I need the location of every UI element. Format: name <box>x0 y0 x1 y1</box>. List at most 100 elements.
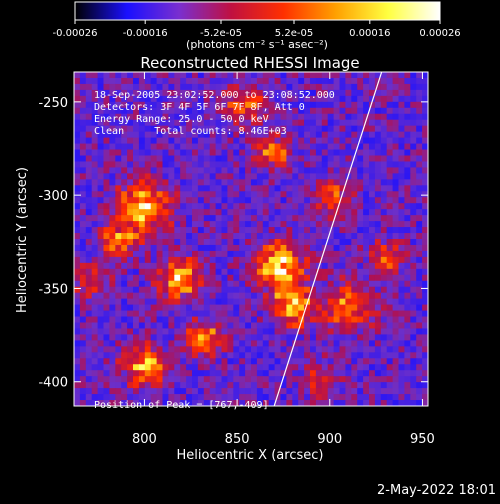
heatmap-cell <box>339 137 346 145</box>
heatmap-cell <box>286 388 293 395</box>
heatmap-cell <box>115 173 122 180</box>
heatmap-cell <box>339 382 346 389</box>
heatmap-cell <box>245 179 252 186</box>
heatmap-cell <box>85 239 93 246</box>
heatmap-cell <box>298 304 305 312</box>
heatmap-cell <box>174 239 181 246</box>
heatmap-cell <box>333 72 341 79</box>
heatmap-cell <box>109 137 116 145</box>
heatmap-cell <box>398 149 405 157</box>
heatmap-cell <box>369 125 376 133</box>
heatmap-cell <box>274 256 282 264</box>
heatmap-cell <box>268 149 276 157</box>
heatmap-cell <box>422 89 428 97</box>
heatmap-cell <box>115 155 122 163</box>
heatmap-cell <box>345 149 352 157</box>
heatmap-cell <box>416 113 423 121</box>
heatmap-cell <box>422 286 428 294</box>
heatmap-cell <box>292 244 299 252</box>
heatmap-cell <box>233 113 240 121</box>
heatmap-cell <box>422 215 428 222</box>
heatmap-cell <box>345 394 352 401</box>
heatmap-cell <box>304 334 311 341</box>
heatmap-cell <box>133 89 140 97</box>
heatmap-cell <box>97 179 105 186</box>
heatmap-cell <box>398 77 405 85</box>
heatmap-cell <box>363 143 370 151</box>
heatmap-cell <box>321 394 329 401</box>
heatmap-cell <box>186 77 193 85</box>
heatmap-cell <box>168 113 175 121</box>
heatmap-cell <box>192 268 199 276</box>
heatmap-cell <box>416 328 423 336</box>
heatmap-cell <box>262 119 270 127</box>
heatmap-cell <box>227 197 234 204</box>
heatmap-cell <box>144 310 152 318</box>
heatmap-cell <box>392 113 400 121</box>
heatmap-cell <box>91 310 99 318</box>
heatmap-cell <box>298 400 305 406</box>
heatmap-cell <box>221 179 228 186</box>
heatmap-cell <box>262 161 270 169</box>
heatmap-cell <box>357 274 364 282</box>
heatmap-cell <box>203 203 211 210</box>
heatmap-cell <box>345 227 352 234</box>
heatmap-cell <box>251 113 258 121</box>
heatmap-cell <box>268 394 276 401</box>
heatmap-cell <box>121 131 128 139</box>
heatmap-cell <box>374 137 382 145</box>
heatmap-cell <box>392 72 400 79</box>
heatmap-cell <box>327 203 335 210</box>
heatmap-cell <box>91 346 99 353</box>
heatmap-cell <box>251 233 258 240</box>
heatmap-cell <box>339 328 346 336</box>
heatmap-cell <box>144 179 152 186</box>
heatmap-cell <box>203 280 211 288</box>
heatmap-cell <box>168 376 175 383</box>
heatmap-cell <box>315 101 323 109</box>
heatmap-cell <box>398 161 405 169</box>
heatmap-cell <box>422 376 428 383</box>
heatmap-cell <box>339 89 346 97</box>
heatmap-cell <box>74 292 81 300</box>
heatmap-cell <box>310 215 317 222</box>
heatmap-cell <box>233 382 240 389</box>
heatmap-cell <box>315 322 323 330</box>
heatmap-cell <box>268 346 276 353</box>
heatmap-cell <box>109 89 116 97</box>
heatmap-cell <box>180 83 187 91</box>
heatmap-cell <box>416 233 423 240</box>
heatmap-cell <box>121 77 128 85</box>
heatmap-cell <box>138 286 146 294</box>
heatmap-cell <box>192 72 199 79</box>
heatmap-cell <box>239 298 246 306</box>
heatmap-cell <box>144 244 152 252</box>
heatmap-cell <box>369 137 376 145</box>
heatmap-cell <box>351 197 358 204</box>
heatmap-cell <box>357 334 364 341</box>
heatmap-cell <box>239 161 246 169</box>
heatmap-cell <box>186 125 193 133</box>
heatmap-cell <box>404 83 411 91</box>
heatmap-cell <box>310 191 317 198</box>
heatmap-cell <box>162 322 169 330</box>
heatmap-cell <box>233 322 240 330</box>
heatmap-cell <box>268 95 276 103</box>
heatmap-cell <box>333 83 341 91</box>
heatmap-cell <box>180 101 187 109</box>
heatmap-cell <box>251 316 258 324</box>
heatmap-cell <box>186 370 193 377</box>
heatmap-cell <box>380 77 388 85</box>
heatmap-cell <box>410 83 417 91</box>
heatmap-cell <box>256 316 264 324</box>
heatmap-cell <box>292 227 299 234</box>
heatmap-cell <box>392 239 400 246</box>
heatmap-cell <box>174 370 181 377</box>
heatmap-cell <box>186 358 193 365</box>
heatmap-cell <box>150 89 158 97</box>
heatmap-cell <box>121 89 128 97</box>
heatmap-cell <box>345 364 352 371</box>
heatmap-cell <box>197 125 205 133</box>
heatmap-cell <box>410 244 417 252</box>
heatmap-cell <box>144 131 152 139</box>
